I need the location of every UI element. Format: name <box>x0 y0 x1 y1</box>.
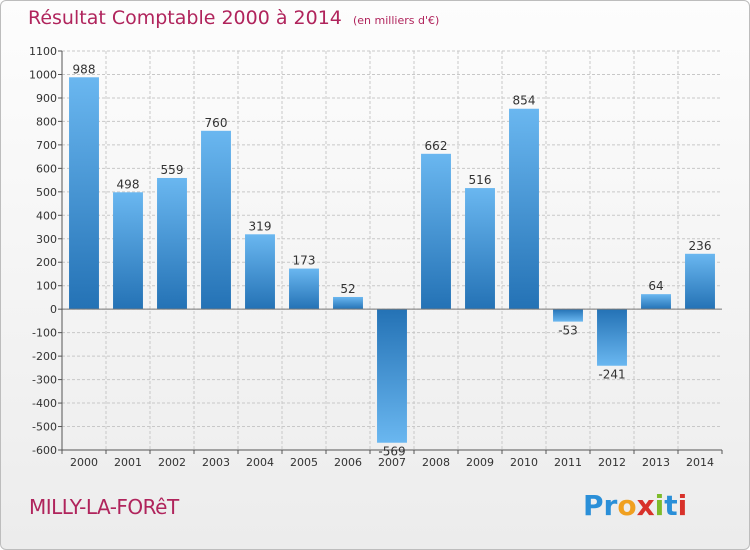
value-label-2000: 988 <box>73 62 96 76</box>
value-label-2003: 760 <box>205 116 228 130</box>
y-tick-label: 800 <box>36 115 57 128</box>
x-tick-label: 2006 <box>334 456 362 469</box>
value-label-2013: 64 <box>648 279 663 293</box>
bar-2000 <box>69 77 99 310</box>
x-tick-label: 2007 <box>378 456 406 469</box>
y-tick-label: 500 <box>36 186 57 199</box>
bar-2011 <box>553 309 583 322</box>
value-label-2007: -569 <box>378 445 405 459</box>
value-label-2002: 559 <box>161 163 184 177</box>
proxiti-logo: Proxiti <box>583 489 687 522</box>
bar-2007 <box>377 309 407 443</box>
x-tick-label: 2002 <box>158 456 186 469</box>
axes: 110010009008007006005004003002001000-100… <box>29 45 723 469</box>
chart-unit-text: (en milliers d'€) <box>352 14 440 27</box>
bar-2009 <box>465 188 495 310</box>
y-tick-label: 1000 <box>29 68 57 81</box>
logo-letter: x <box>636 489 655 522</box>
y-tick-label: -600 <box>32 444 57 457</box>
value-label-2001: 498 <box>117 177 140 191</box>
bar-2002 <box>157 177 187 310</box>
logo-letter: P <box>583 489 604 522</box>
value-label-2011: -53 <box>558 324 578 338</box>
y-tick-label: -200 <box>32 350 57 363</box>
value-label-2006: 52 <box>340 282 355 296</box>
y-tick-label: -300 <box>32 374 57 387</box>
bar-2005 <box>289 268 319 310</box>
logo-letter: o <box>617 489 637 522</box>
bar-2010 <box>509 108 539 310</box>
bar-2013 <box>641 294 671 310</box>
y-tick-label: 300 <box>36 233 57 246</box>
x-tick-label: 2004 <box>246 456 274 469</box>
value-labels: 988 498 559 760 319 173 52 -569 662 516 854 -53 -241… <box>73 62 712 458</box>
y-tick-label: 0 <box>50 303 57 316</box>
y-tick-label: 700 <box>36 139 57 152</box>
y-tick-label: 200 <box>36 256 57 269</box>
value-label-2014: 236 <box>689 239 712 253</box>
value-label-2008: 662 <box>425 139 448 153</box>
bar-2004 <box>245 234 275 310</box>
x-tick-label: 2011 <box>554 456 582 469</box>
bar-2014 <box>685 253 715 310</box>
y-tick-label: -400 <box>32 397 57 410</box>
y-tick-label: 900 <box>36 92 57 105</box>
y-tick-label: 100 <box>36 280 57 293</box>
y-tick-label: 1100 <box>29 45 57 58</box>
logo-letter: r <box>603 489 618 522</box>
value-label-2009: 516 <box>469 173 492 187</box>
logo-letter: t <box>664 489 678 522</box>
x-tick-label: 2001 <box>114 456 142 469</box>
logo-letter: i <box>677 489 688 522</box>
bar-2006 <box>333 296 363 310</box>
value-label-2010: 854 <box>513 94 536 108</box>
x-tick-label: 2014 <box>686 456 714 469</box>
x-tick-label: 2005 <box>290 456 318 469</box>
x-tick-label: 2009 <box>466 456 494 469</box>
value-label-2004: 319 <box>249 219 272 233</box>
bars <box>69 77 715 443</box>
y-tick-label: 400 <box>36 209 57 222</box>
bar-2003 <box>201 130 231 310</box>
bar-2001 <box>113 192 143 310</box>
x-tick-label: 2000 <box>70 456 98 469</box>
x-tick-label: 2003 <box>202 456 230 469</box>
y-tick-label: 600 <box>36 162 57 175</box>
x-tick-label: 2013 <box>642 456 670 469</box>
chart-title-text: Résultat Comptable 2000 à 2014 <box>28 7 342 29</box>
bar-2008 <box>421 153 451 310</box>
commune-name: MILLY-LA-FORêT <box>29 495 179 519</box>
y-tick-label: -500 <box>32 421 57 434</box>
y-tick-label: -100 <box>32 327 57 340</box>
x-tick-label: 2012 <box>598 456 626 469</box>
logo-letter: i <box>654 489 665 522</box>
x-tick-label: 2010 <box>510 456 538 469</box>
value-label-2005: 173 <box>293 254 316 268</box>
chart-title: Résultat Comptable 2000 à 2014 (en milli… <box>28 7 439 29</box>
x-tick-label: 2008 <box>422 456 450 469</box>
value-label-2012: -241 <box>598 368 625 382</box>
bar-2012 <box>597 309 627 366</box>
